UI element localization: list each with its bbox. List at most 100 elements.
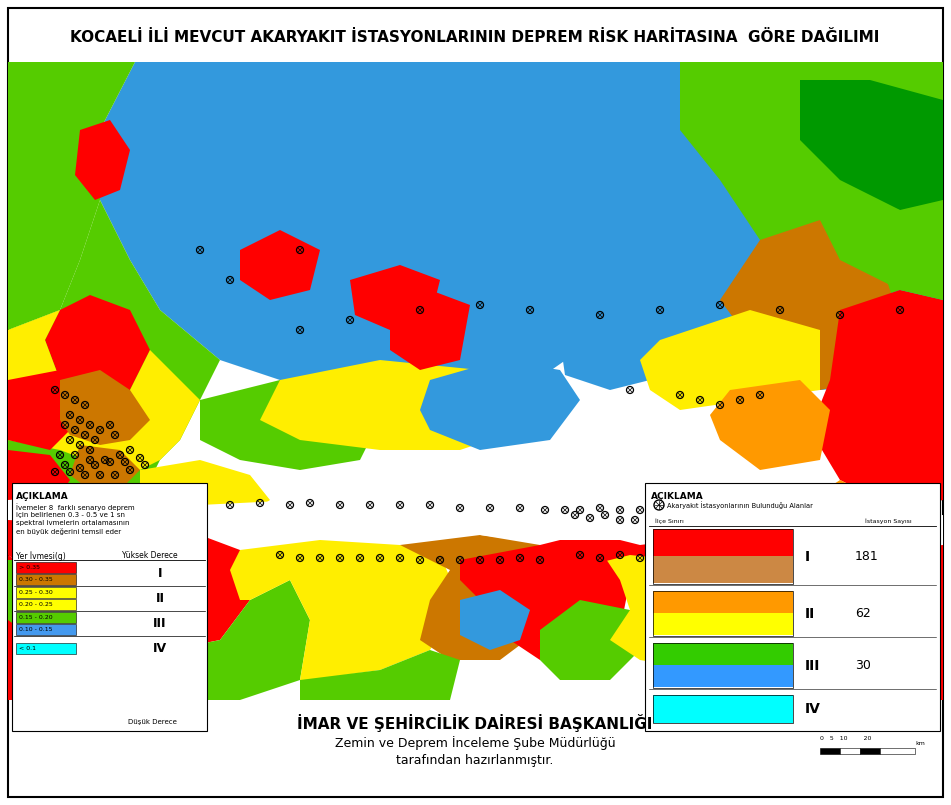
Text: 0.30 - 0.35: 0.30 - 0.35	[19, 577, 52, 582]
Polygon shape	[820, 200, 943, 300]
Polygon shape	[800, 480, 943, 620]
Text: III: III	[153, 617, 166, 630]
Polygon shape	[720, 540, 900, 690]
Text: Yüksek Derece: Yüksek Derece	[122, 551, 178, 560]
Bar	[840, 748, 860, 754]
Text: km: km	[915, 741, 925, 746]
Bar	[16, 612, 76, 623]
Polygon shape	[8, 660, 80, 700]
Text: İlçe Sınırı: İlçe Sınırı	[655, 518, 684, 524]
Polygon shape	[700, 670, 820, 700]
Bar	[16, 643, 76, 654]
Polygon shape	[460, 590, 530, 650]
Bar	[653, 591, 793, 613]
Bar	[645, 483, 940, 731]
Polygon shape	[8, 610, 80, 680]
Polygon shape	[8, 490, 943, 550]
Polygon shape	[350, 265, 440, 330]
Bar	[16, 587, 76, 598]
Text: II: II	[156, 592, 165, 605]
Text: I: I	[805, 550, 810, 564]
Text: Yer İvmesi(g): Yer İvmesi(g)	[16, 551, 66, 561]
Polygon shape	[800, 80, 943, 210]
Text: I: I	[158, 567, 163, 580]
Text: KOCAELİ İLİ MEVCUT AKARYAKIT İSTASYONLARININ DEPREM RİSK HARİTASINA  GÖRE DAĞILI: KOCAELİ İLİ MEVCUT AKARYAKIT İSTASYONLAR…	[70, 31, 880, 46]
Polygon shape	[390, 290, 470, 370]
Polygon shape	[90, 535, 250, 650]
Bar	[653, 529, 793, 556]
Polygon shape	[200, 380, 380, 470]
Polygon shape	[810, 290, 943, 510]
Polygon shape	[260, 360, 540, 450]
Bar	[653, 591, 793, 636]
Polygon shape	[8, 62, 135, 330]
Polygon shape	[710, 380, 830, 470]
Text: > 0.35: > 0.35	[19, 565, 40, 570]
Polygon shape	[8, 310, 200, 470]
Polygon shape	[60, 370, 150, 445]
Polygon shape	[420, 360, 580, 450]
Text: 0.20 - 0.25: 0.20 - 0.25	[19, 602, 52, 607]
Polygon shape	[240, 230, 320, 300]
Bar	[860, 748, 880, 754]
Text: AÇIKLAMA: AÇIKLAMA	[16, 492, 68, 501]
Polygon shape	[8, 560, 310, 700]
Text: < 0.1: < 0.1	[19, 646, 36, 651]
Polygon shape	[75, 120, 130, 200]
Text: II: II	[805, 606, 815, 621]
Text: tarafından hazırlanmıştır.: tarafından hazırlanmıştır.	[397, 753, 553, 766]
Polygon shape	[8, 370, 80, 450]
Text: Zemin ve Deprem İnceleme Şube Müdürlüğü: Zemin ve Deprem İnceleme Şube Müdürlüğü	[335, 736, 615, 750]
Bar	[653, 643, 793, 688]
Text: 30: 30	[855, 659, 871, 672]
Text: 0.15 - 0.20: 0.15 - 0.20	[19, 615, 52, 620]
Text: 62: 62	[855, 607, 871, 620]
Polygon shape	[8, 555, 80, 620]
Text: AÇIKLAMA: AÇIKLAMA	[651, 492, 704, 501]
Polygon shape	[300, 650, 460, 700]
Bar	[653, 613, 793, 635]
Text: Düşük Derece: Düşük Derece	[127, 719, 177, 725]
Text: İvemeler 8  farklı senaryo deprem
için belirlenen 0.3 - 0.5 ve 1 sn
spektral ivm: İvemeler 8 farklı senaryo deprem için be…	[16, 503, 135, 535]
Polygon shape	[640, 310, 820, 410]
Bar	[880, 748, 915, 754]
Text: İMAR VE ŞEHİRCİLİK DAİRESİ BAŞKANLIĞI: İMAR VE ŞEHİRCİLİK DAİRESİ BAŞKANLIĞI	[298, 714, 652, 732]
Bar	[653, 643, 793, 665]
Bar	[16, 624, 76, 635]
Text: III: III	[805, 658, 821, 672]
Polygon shape	[400, 535, 560, 660]
Polygon shape	[140, 460, 270, 525]
Text: 0.10 - 0.15: 0.10 - 0.15	[19, 627, 52, 632]
Bar	[12, 483, 207, 731]
Bar	[653, 556, 793, 583]
Polygon shape	[540, 540, 740, 580]
Bar	[653, 695, 793, 723]
Text: İstasyon Sayısı: İstasyon Sayısı	[865, 518, 912, 524]
Bar	[653, 695, 793, 723]
Bar	[653, 529, 793, 584]
Text: IV: IV	[153, 642, 167, 655]
Polygon shape	[100, 62, 943, 420]
Bar	[16, 562, 76, 573]
Text: Akaryakıt İstasyonlarının Bulunduğu Alanlar: Akaryakıt İstasyonlarının Bulunduğu Alan…	[667, 501, 813, 509]
Polygon shape	[8, 510, 70, 570]
Polygon shape	[8, 450, 70, 510]
Polygon shape	[680, 62, 943, 310]
Text: 181: 181	[855, 550, 879, 563]
Polygon shape	[45, 295, 150, 400]
Text: IV: IV	[805, 702, 821, 716]
Bar	[16, 599, 76, 610]
Polygon shape	[70, 445, 140, 490]
Text: 0.25 - 0.30: 0.25 - 0.30	[19, 590, 52, 595]
Polygon shape	[540, 600, 640, 680]
Polygon shape	[840, 545, 943, 700]
Polygon shape	[460, 545, 630, 660]
Polygon shape	[720, 220, 900, 390]
Polygon shape	[560, 325, 660, 390]
Text: 0   5   10        20: 0 5 10 20	[820, 736, 871, 741]
Bar	[820, 748, 840, 754]
Polygon shape	[230, 540, 460, 680]
Polygon shape	[8, 200, 220, 510]
Bar	[653, 665, 793, 687]
Bar	[16, 574, 76, 585]
